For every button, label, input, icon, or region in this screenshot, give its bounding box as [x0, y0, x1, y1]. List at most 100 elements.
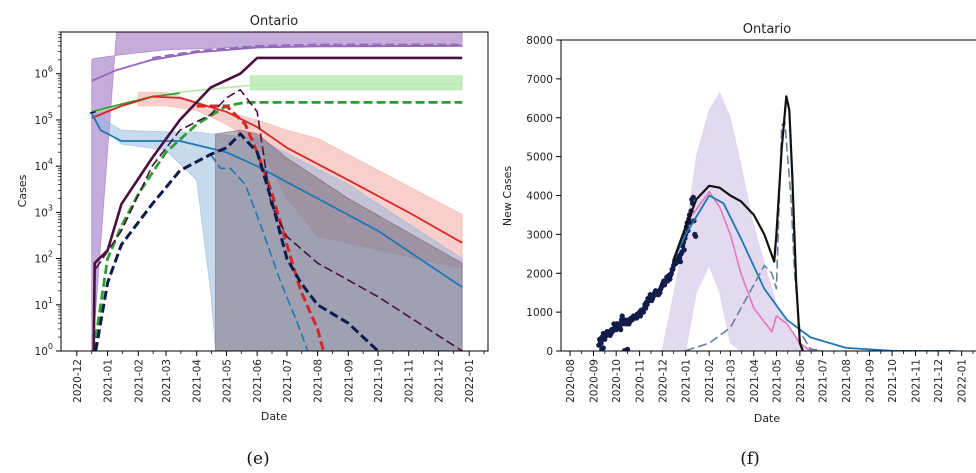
x-tick-label: 2021-03: [161, 359, 173, 403]
y-tick-label: 3000: [526, 229, 553, 241]
y-tick-label: 2000: [526, 268, 553, 280]
uncertainty-bands: [661, 91, 823, 351]
x-tick-label: 2021-06: [252, 359, 264, 403]
data-point: [667, 276, 673, 282]
chart-title: Ontario: [250, 14, 298, 29]
series-line-2: [685, 120, 823, 351]
y-tick-label: 8000: [526, 35, 553, 47]
x-axis-label: Date: [261, 410, 288, 423]
x-axis-ticks: 2020-08 2020-09 2020-10 2020-11 2020-12 2021-…: [565, 351, 974, 403]
y-tick-label: 105: [35, 111, 53, 127]
x-tick-label: 2021-09: [343, 359, 355, 403]
x-tick-label: 2021-09: [864, 359, 876, 403]
uncertainty-band-0: [661, 91, 823, 351]
x-tick-label: 2021-12: [433, 359, 445, 403]
y-axis-ticks: 0 1000 2000 3000 4000 5000 6000 7000 8000: [526, 35, 561, 358]
series-line-1: [151, 43, 463, 59]
x-tick-label: 2020-08: [565, 359, 577, 403]
data-point: [602, 336, 608, 342]
x-tick-label: 2021-10: [373, 359, 385, 403]
data-point: [662, 282, 668, 288]
x-tick-label: 2020-09: [589, 359, 601, 403]
data-point: [677, 259, 684, 265]
x-tick-label: 2021-11: [404, 359, 416, 403]
x-tick-label: 2021-10: [887, 359, 899, 403]
y-tick-label: 4000: [526, 191, 553, 203]
x-tick-label: 2021-01: [103, 359, 115, 403]
y-axis-ticks: 100 101 102 103 104 105 106: [35, 31, 61, 358]
y-tick-label: 6000: [526, 113, 553, 125]
y-tick-label: 101: [35, 296, 53, 312]
x-tick-label: 2021-01: [681, 359, 693, 403]
series-line-5: [91, 95, 463, 244]
plot-frame: [60, 31, 489, 352]
x-tick-label: 2021-08: [841, 359, 853, 403]
data-point: [640, 309, 647, 315]
x-tick-label: 2021-12: [933, 359, 945, 403]
y-tick-label: 7000: [526, 74, 553, 86]
uncertainty-band-3: [91, 111, 463, 351]
x-tick-label: 2021-05: [771, 359, 783, 403]
data-point: [693, 233, 699, 239]
x-tick-label: 2021-08: [313, 359, 325, 403]
y-tick-label: 5000: [526, 152, 553, 164]
series-line-1: [672, 194, 957, 351]
x-tick-label: 2021-04: [192, 359, 204, 403]
data-point: [600, 345, 606, 351]
x-tick-label: 2020-10: [611, 359, 623, 403]
x-tick-label: 2020-11: [635, 359, 647, 403]
data-point: [624, 346, 631, 351]
uncertainty-band-4: [215, 129, 463, 351]
x-tick-label: 2021-11: [911, 359, 923, 403]
panel-caption-e: (e): [246, 449, 269, 469]
y-tick-label: 0: [546, 346, 553, 358]
data-point: [668, 270, 675, 276]
series-line-9: [95, 89, 463, 351]
series-line-0: [691, 190, 811, 351]
x-tick-label: 2021-02: [133, 359, 145, 403]
y-tick-label: 106: [35, 65, 53, 81]
x-axis-ticks: 2020-12 2021-01 2021-02 2021-03 2021-04 2021-…: [72, 351, 485, 403]
series-line-12: [89, 111, 96, 114]
data-point: [618, 327, 624, 333]
y-tick-label: 100: [35, 342, 53, 358]
data-point: [657, 290, 663, 296]
panel-caption-f: (f): [740, 449, 760, 469]
x-tick-label: 2021-06: [795, 359, 807, 403]
x-tick-label: 2022-01: [464, 359, 476, 403]
x-tick-label: 2020-12: [657, 359, 669, 403]
x-tick-label: 2021-05: [221, 359, 233, 403]
series-line-8: [209, 153, 309, 351]
chart-title: Ontario: [743, 22, 791, 37]
x-tick-label: 2021-07: [818, 359, 830, 403]
series-lines: [89, 43, 463, 351]
x-tick-label: 2020-12: [72, 359, 84, 403]
uncertainty-band-1: [249, 75, 463, 91]
data-point: [598, 340, 604, 346]
x-tick-label: 2021-04: [749, 359, 761, 403]
y-axis-label: New Cases: [501, 166, 514, 226]
data-point: [619, 313, 625, 319]
series-line-7: [90, 112, 463, 288]
series-lines: [671, 95, 957, 351]
series-line-10: [92, 56, 463, 351]
y-axis-label: Cases: [16, 174, 29, 207]
series-line-0: [91, 45, 463, 82]
uncertainty-bands: [91, 32, 463, 351]
y-tick-label: 102: [35, 250, 53, 266]
y-tick-label: 104: [35, 157, 53, 173]
data-point: [677, 255, 683, 261]
data-point: [637, 313, 644, 319]
y-tick-label: 103: [35, 203, 53, 219]
panel-f-chart: Ontario 0 1000 2000 3000 4000 5000 6000 7000 800…: [501, 22, 976, 469]
data-point: [681, 247, 687, 253]
x-tick-label: 2022-01: [957, 359, 969, 403]
series-line-3: [92, 101, 463, 351]
series-line-4: [91, 92, 180, 113]
data-point: [644, 301, 650, 307]
data-point: [670, 266, 676, 272]
series-line-11: [94, 132, 380, 351]
series-line-3: [671, 95, 804, 351]
